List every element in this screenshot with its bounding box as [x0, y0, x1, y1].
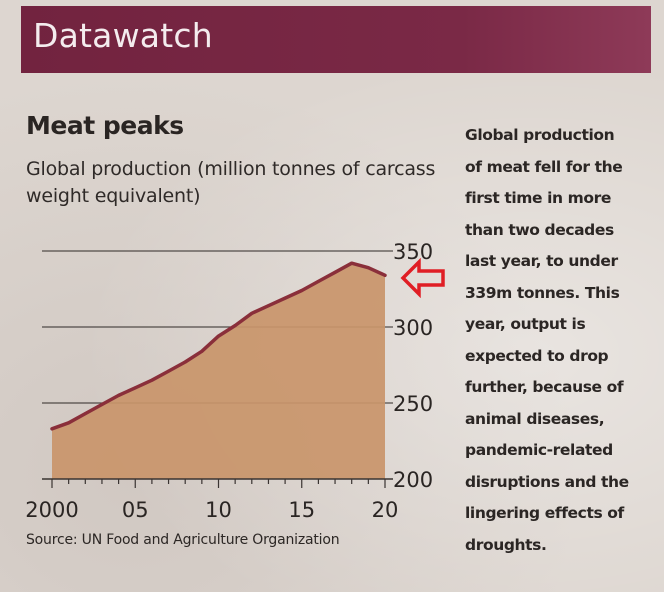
data-point — [117, 393, 121, 397]
blurb-line: animal diseases, — [465, 409, 605, 428]
blurb-line: lingering effects of — [465, 504, 624, 522]
source-note: Source: UN Food and Agriculture Organiza… — [26, 532, 340, 548]
blurb-line: first time in more — [465, 189, 612, 207]
area-series — [50, 261, 387, 479]
area-fill — [52, 263, 385, 479]
data-point — [183, 360, 187, 364]
x-tick-label: 15 — [288, 498, 315, 522]
data-point — [200, 349, 204, 353]
blurb-line: 339m tonnes. This — [465, 283, 620, 302]
section-title: Datawatch — [33, 16, 213, 55]
y-tick-label: 350 — [393, 240, 433, 264]
data-point — [266, 304, 270, 308]
y-tick-label: 250 — [393, 392, 433, 416]
data-point — [100, 403, 104, 407]
blurb-line: year, output is — [465, 315, 586, 333]
data-point — [250, 311, 254, 315]
x-tick-label: 2000 — [25, 498, 78, 522]
data-point — [316, 279, 320, 283]
chart-subtitle: Global production (million tonnes of car… — [26, 158, 436, 207]
data-point — [350, 261, 354, 265]
blurb-line: Global production — [465, 126, 615, 144]
data-point — [333, 270, 337, 274]
y-tick-label: 200 — [393, 468, 433, 492]
blurb-line: disruptions and the — [465, 472, 629, 491]
data-point — [83, 412, 87, 416]
blurb-line: than two decades — [465, 220, 614, 239]
data-point — [300, 289, 304, 293]
blurb-line: last year, to under — [465, 252, 618, 270]
section-banner: Datawatch — [21, 6, 651, 73]
data-point — [150, 378, 154, 382]
left-arrow-icon — [400, 258, 445, 298]
x-tick-label: 20 — [372, 498, 399, 522]
blurb-line: further, because of — [465, 378, 624, 396]
x-tick-label: 10 — [205, 498, 232, 522]
data-point — [233, 323, 237, 327]
tick-labels: 200 250 300 350 2000 05 10 15 20 — [25, 240, 433, 522]
data-point — [283, 296, 287, 300]
blurb-line: droughts. — [465, 535, 547, 554]
y-tick-label: 300 — [393, 316, 433, 340]
data-point — [366, 266, 370, 270]
blurb-line: pandemic-related — [465, 441, 613, 459]
chart-title: Meat peaks — [26, 111, 184, 140]
data-point — [217, 334, 220, 338]
data-point — [50, 427, 54, 431]
x-tick-label: 05 — [122, 498, 149, 522]
data-point — [167, 369, 171, 373]
data-point — [383, 273, 387, 277]
blurb-text: Global production of meat fell for the fir… — [465, 120, 660, 561]
blurb-line: expected to drop — [465, 346, 609, 365]
data-point — [67, 421, 71, 425]
blurb-line: of meat fell for the — [465, 157, 623, 176]
x-axis — [42, 478, 393, 488]
data-point — [133, 386, 137, 390]
